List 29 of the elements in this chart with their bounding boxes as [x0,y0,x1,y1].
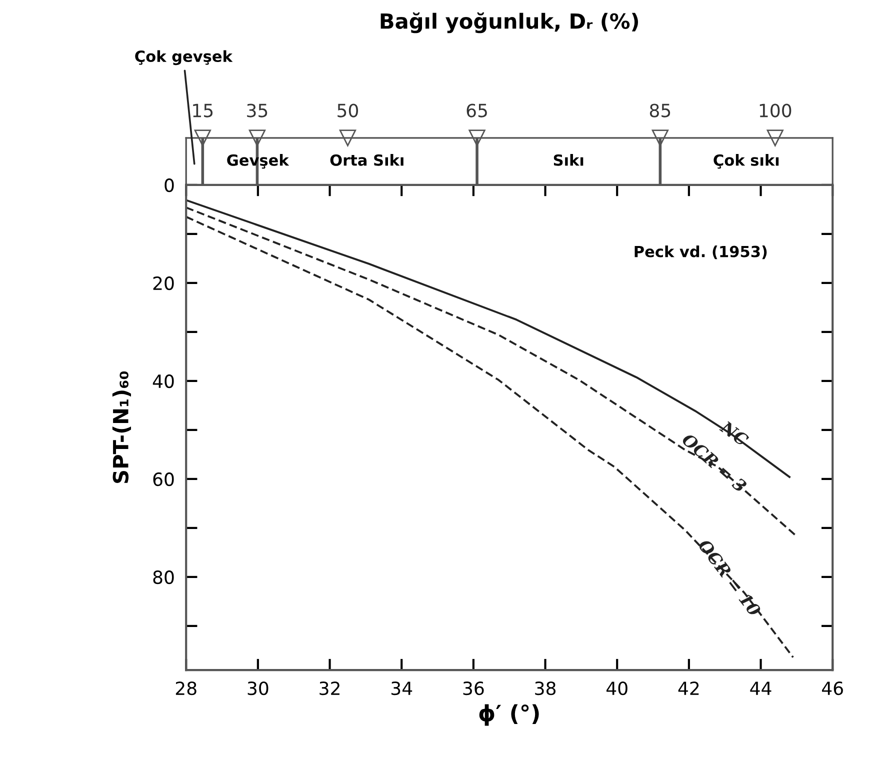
x-tick-label: 42 [678,682,699,695]
y-tick-label: 40 [152,374,174,388]
x-tick-label: 32 [320,682,340,696]
category-label: Orta Sıkı [330,154,404,166]
text: 100 [760,104,792,118]
category-label: Sıkı [554,154,584,166]
y-tick-label: 0 [164,178,174,192]
annotation: Peck vd. (1953) [634,245,767,260]
x-tick-label: 44 [750,682,772,695]
x-tick-label: 30 [248,682,268,696]
text: 65 [466,104,487,118]
text: 35 [247,104,268,118]
y-axis-title: SPT-(N₁)₆₀ [112,371,131,483]
category-label: Çok gevşek [135,50,233,66]
category-label: Çok sıkı [714,154,779,169]
text: 15 [193,104,213,118]
x-tick-label: 34 [391,682,412,696]
x-tick-label: 38 [535,682,556,696]
text: 50 [338,104,358,118]
x-tick-label: 36 [463,682,484,696]
x-tick-label: 28 [176,682,196,696]
y-tick-label: 60 [153,472,174,486]
x-axis-title: ϕ′ (°) [479,704,539,726]
x-tick-label: 46 [822,682,843,696]
y-tick-label: 80 [153,570,174,584]
text: 85 [650,104,670,118]
text: Bağıl yoğunluk, Dᵣ (%) [380,12,638,34]
y-tick-label: 20 [153,276,174,290]
x-tick-label: 40 [606,682,628,696]
